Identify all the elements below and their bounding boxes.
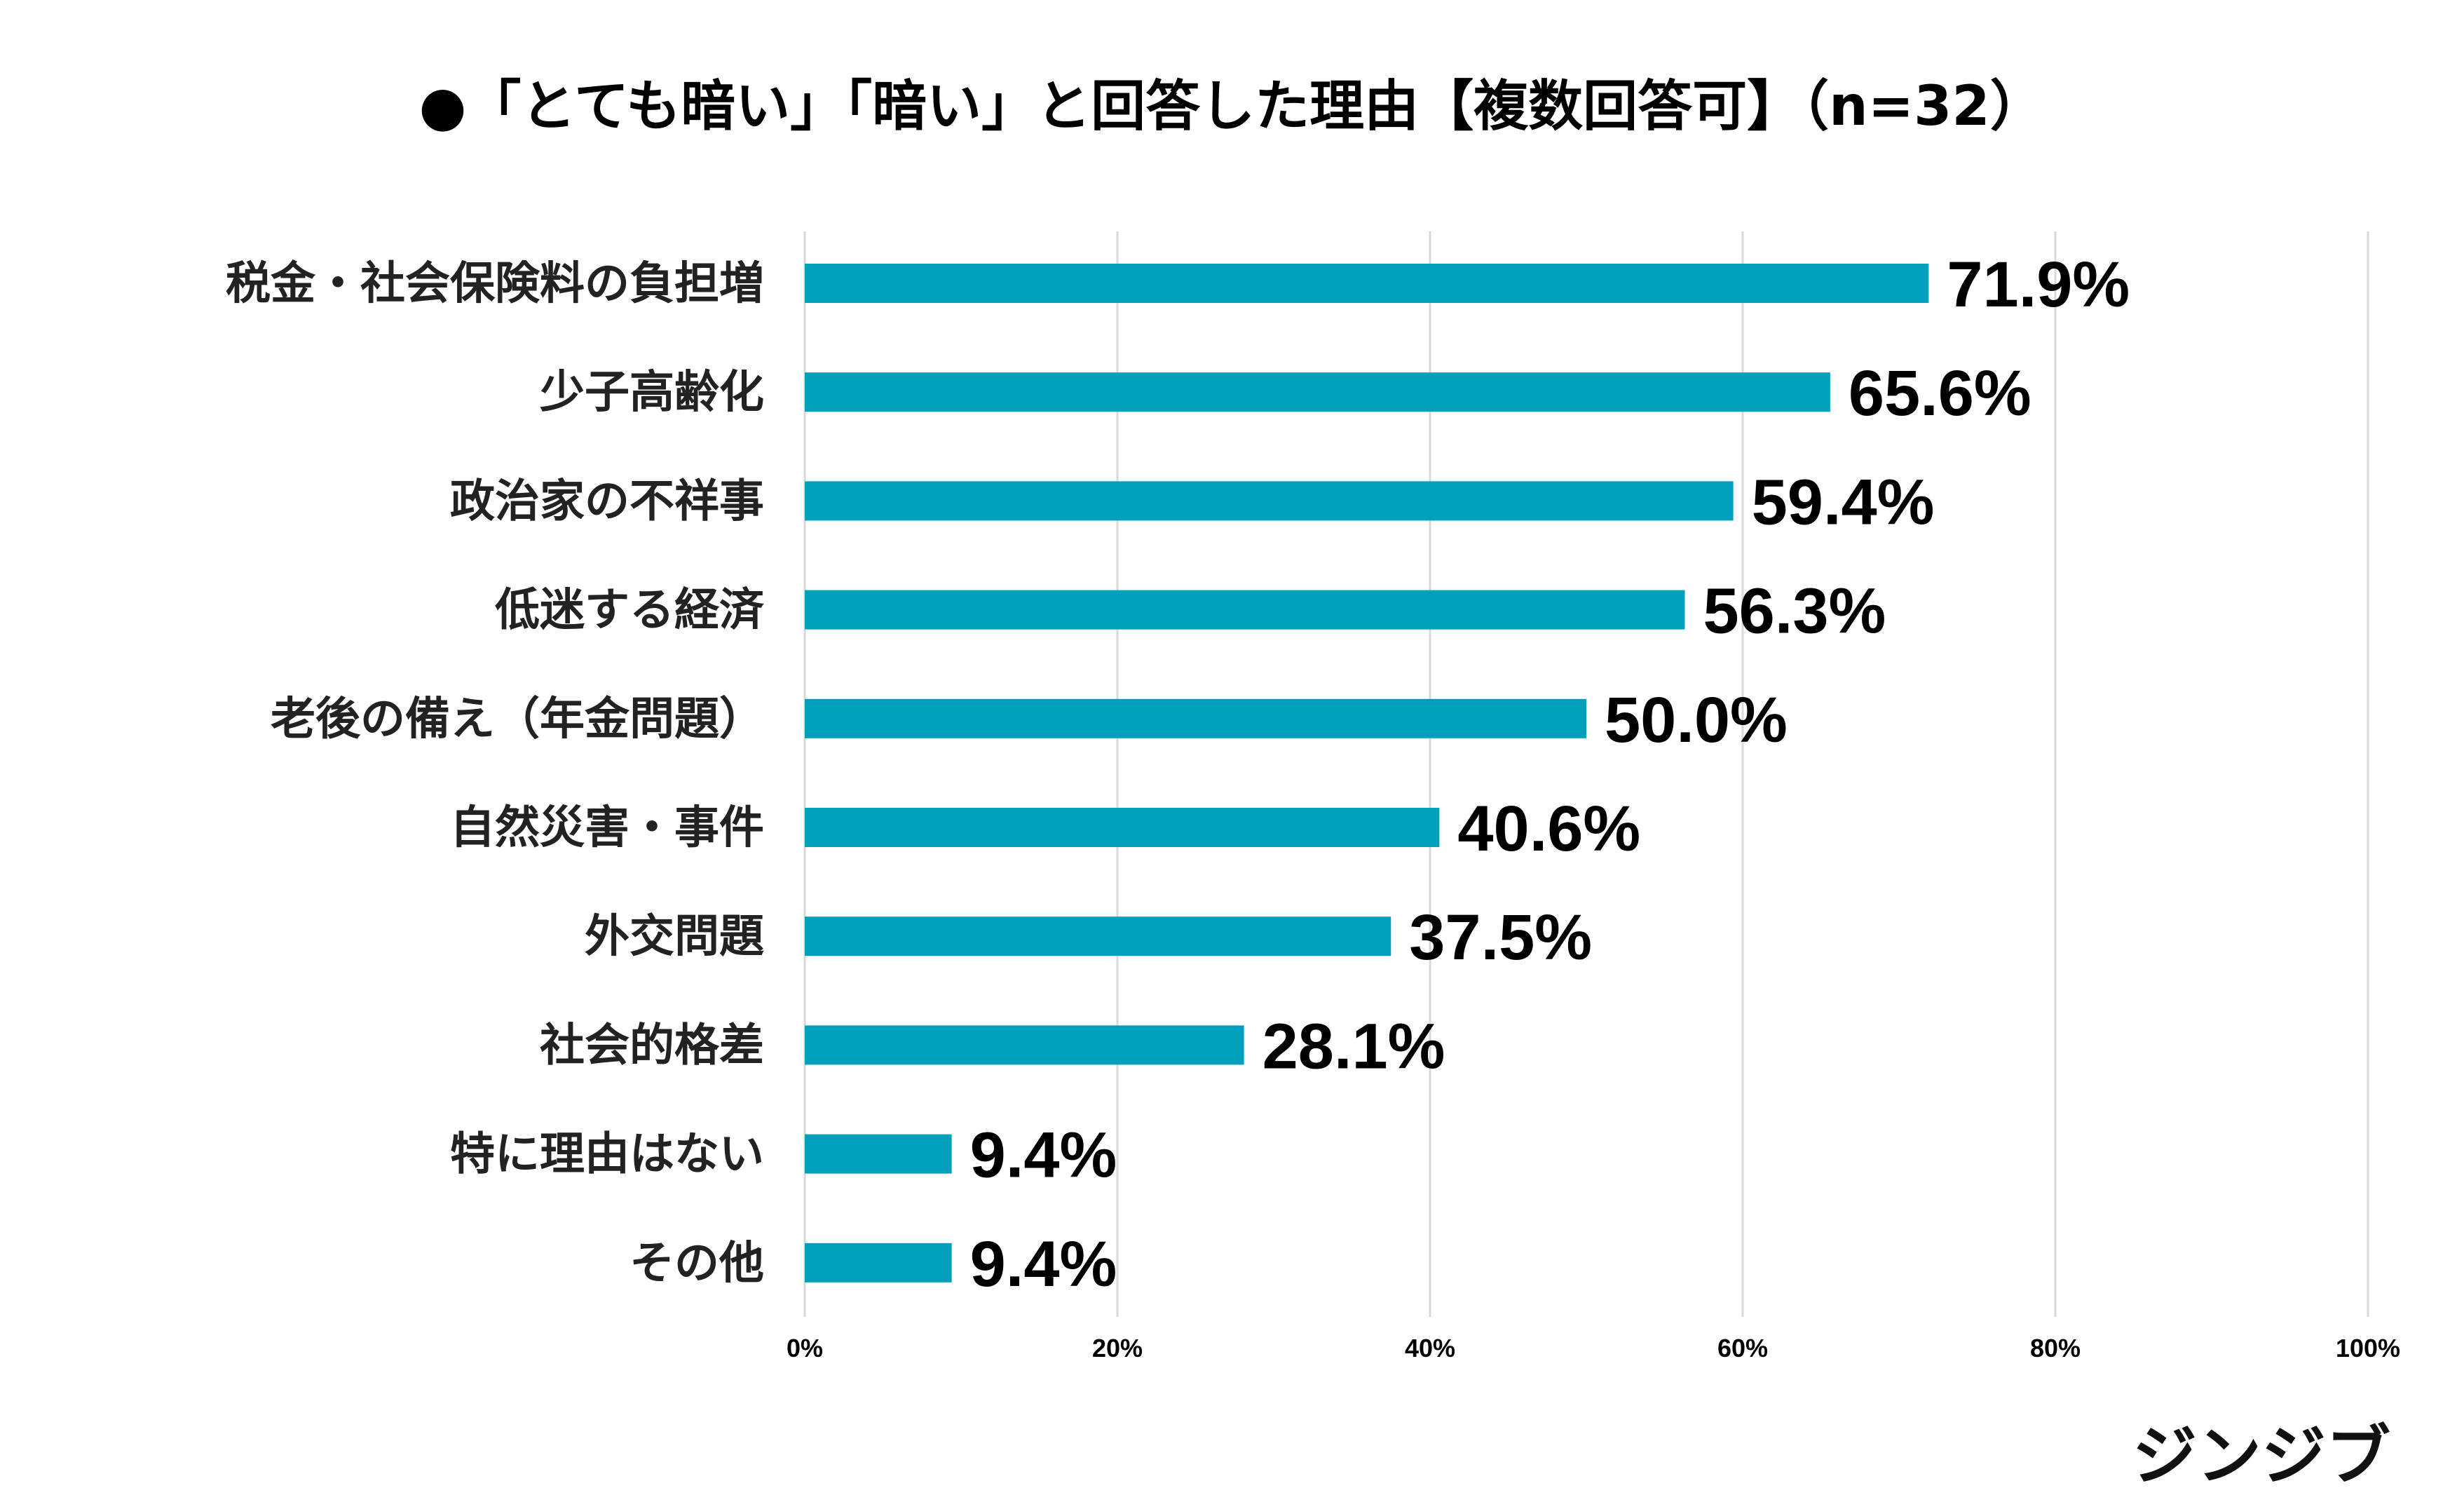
bar	[805, 698, 1586, 738]
value-labels: 71.9% 65.6% 59.4% 56.3% 50.0% 40.6% 37.5% 28.1%…	[970, 249, 2130, 1300]
category-label: 特に理由はない	[450, 1129, 764, 1181]
category-label: 少子高齢化	[540, 367, 764, 419]
data-label: 9.4%	[970, 1229, 1117, 1300]
data-label: 40.6%	[1457, 793, 1640, 865]
bar	[805, 481, 1734, 521]
data-label: 50.0%	[1605, 684, 1788, 756]
category-label: 社会的格差	[540, 1020, 764, 1071]
category-label: その他	[629, 1238, 764, 1290]
x-tick-label: 40%	[1405, 1334, 1455, 1362]
data-label: 9.4%	[970, 1120, 1117, 1191]
bar	[805, 808, 1440, 847]
bar	[805, 1025, 1244, 1065]
data-label: 28.1%	[1262, 1010, 1445, 1082]
x-tick-label: 60%	[1717, 1334, 1768, 1362]
bar	[805, 916, 1391, 956]
category-label: 低迷する経済	[495, 585, 765, 637]
category-label: 税金・社会保険料の負担増	[226, 258, 764, 310]
data-label: 71.9%	[1947, 249, 2130, 320]
data-label: 59.4%	[1752, 466, 1935, 538]
bar	[805, 1243, 952, 1283]
data-label: 37.5%	[1409, 902, 1592, 973]
bar	[805, 372, 1830, 412]
x-axis-ticks: 0% 20% 40% 60% 80% 100%	[787, 1334, 2400, 1362]
data-label: 65.6%	[1849, 358, 2031, 429]
bar	[805, 590, 1685, 630]
category-label: 政治家の不祥事	[450, 475, 764, 527]
x-tick-label: 100%	[2336, 1334, 2400, 1362]
bar	[805, 1134, 952, 1174]
brand-logo: ジンジブ	[2132, 1419, 2390, 1494]
category-labels: 税金・社会保険料の負担増少子高齢化政治家の不祥事低迷する経済老後の備え（年金問題…	[226, 258, 765, 1290]
x-tick-label: 80%	[2030, 1334, 2081, 1362]
x-tick-label: 20%	[1092, 1334, 1143, 1362]
x-tick-label: 0%	[787, 1334, 823, 1362]
chart-title: ●「とても暗い」「暗い」と回答した理由【複数回答可】（n=32）	[418, 75, 2044, 138]
category-label: 自然災害・事件	[450, 802, 764, 854]
bar	[805, 264, 1929, 303]
bars	[805, 264, 1929, 1283]
category-label: 外交問題	[585, 911, 764, 963]
data-label: 56.3%	[1703, 576, 1886, 647]
category-label: 老後の備え（年金問題）	[271, 694, 764, 745]
